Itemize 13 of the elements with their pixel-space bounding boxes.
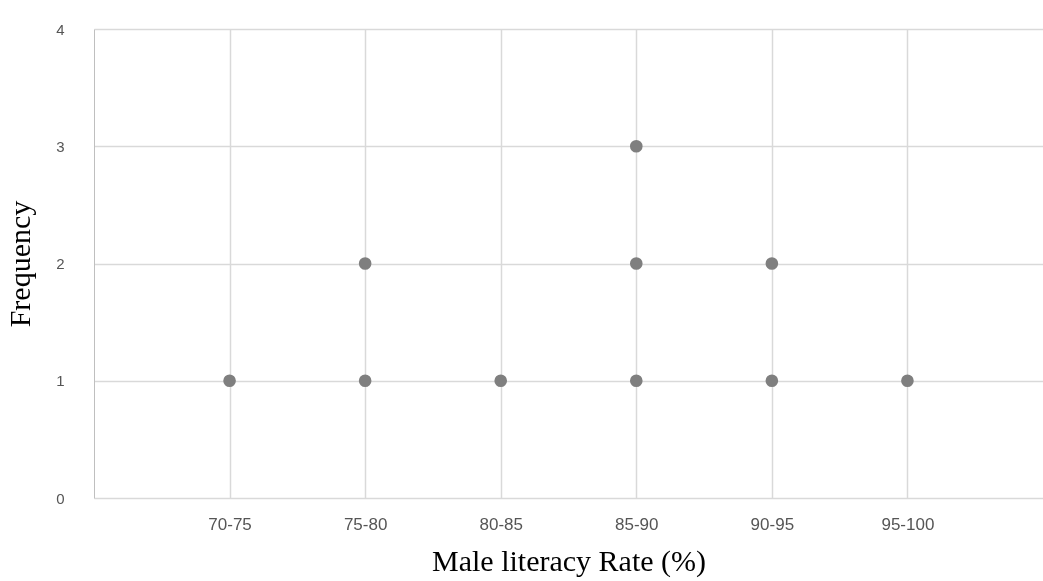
y-axis-title: Frequency — [3, 200, 37, 328]
y-tick-label: 0 — [56, 489, 65, 507]
y-tick-label: 1 — [56, 372, 65, 390]
x-tick-label: 85-90 — [615, 514, 659, 534]
x-axis-title: Male literacy Rate (%) — [431, 543, 707, 578]
x-tick-label: 80-85 — [479, 514, 523, 534]
y-tick-label: 2 — [56, 255, 65, 272]
x-tick-label: 75-80 — [343, 514, 388, 534]
x-tick-label: 95-100 — [881, 514, 935, 534]
x-tick-label: 70-75 — [208, 514, 252, 534]
x-tick-label: 90-95 — [750, 514, 795, 534]
y-tick-label: 3 — [56, 137, 65, 155]
y-tick-label: 4 — [56, 20, 65, 38]
